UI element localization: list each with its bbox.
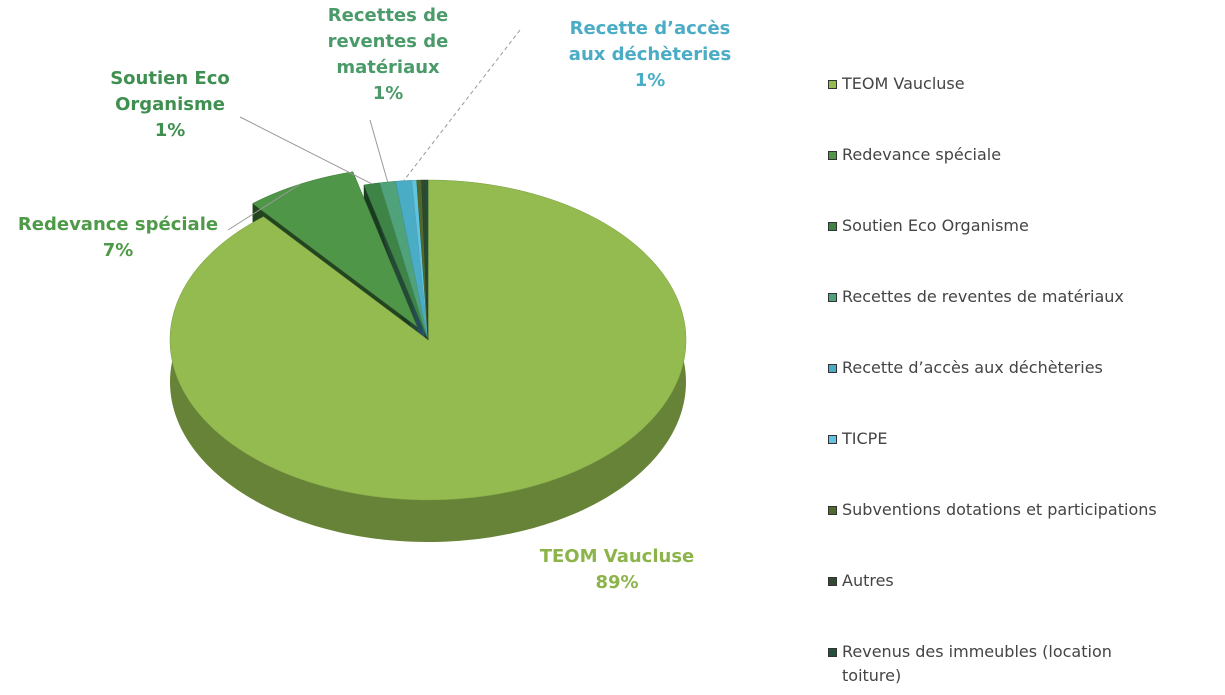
leader-line	[403, 29, 521, 182]
data-label-value: 7%	[102, 240, 134, 261]
legend-label: Recettes de reventes de matériaux	[842, 287, 1124, 306]
legend-swatch	[828, 293, 837, 302]
legend-swatch	[828, 364, 837, 373]
data-label: Recettes de reventes de matériaux 1%	[283, 3, 493, 107]
legend-label: Autres	[842, 571, 894, 590]
data-label-value: 1%	[372, 83, 404, 104]
legend-entry: TEOM Vaucluse	[828, 72, 965, 96]
legend-entry: TICPE	[828, 427, 887, 451]
legend-entry: Revenus des immeubles (location toiture)	[828, 640, 1172, 688]
leader-line	[227, 183, 301, 231]
legend-swatch	[828, 222, 837, 231]
data-label-name: Soutien Eco Organisme	[110, 68, 230, 115]
legend-label: Soutien Eco Organisme	[842, 216, 1029, 235]
legend-label: TEOM Vaucluse	[842, 74, 965, 93]
data-label-name: Recettes de reventes de matériaux	[327, 5, 449, 78]
data-label-value: 1%	[154, 120, 186, 141]
legend-label: Revenus des immeubles (location toiture)	[842, 642, 1112, 685]
legend-entry: Soutien Eco Organisme	[828, 214, 1029, 238]
legend-label: Subventions dotations et participations	[842, 500, 1157, 519]
data-label: Redevance spéciale 7%	[0, 212, 238, 264]
legend-swatch	[828, 151, 837, 160]
slice	[252, 171, 418, 328]
legend-entry: Subventions dotations et participations	[828, 498, 1157, 522]
leader-line	[239, 116, 372, 185]
legend-label: Redevance spéciale	[842, 145, 1002, 164]
slices	[169, 171, 687, 542]
legend-label: TICPE	[842, 429, 888, 448]
legend-entry: Redevance spéciale	[828, 143, 1001, 167]
legend-swatch	[828, 648, 837, 657]
legend-entry: Autres	[828, 569, 894, 593]
data-label-value: 1%	[634, 70, 666, 91]
data-label-value: 89%	[595, 572, 639, 593]
data-label-name: TEOM Vaucluse	[539, 546, 695, 567]
data-label: TEOM Vaucluse 89%	[497, 544, 737, 596]
legend-swatch	[828, 506, 837, 515]
data-label: Soutien Eco Organisme 1%	[95, 66, 245, 144]
data-label-name: Redevance spéciale	[17, 214, 219, 235]
slice	[424, 179, 429, 341]
legend-entry: Recettes de reventes de matériaux	[828, 285, 1124, 309]
data-label: Recette d’accès aux déchèteries 1%	[550, 16, 750, 94]
legend-entry: Recette d’accès aux déchèteries	[828, 356, 1103, 380]
legend-label: Recette d’accès aux déchèteries	[842, 358, 1103, 377]
data-label-name: Recette d’accès aux déchèteries	[568, 18, 732, 65]
legend-swatch	[828, 435, 837, 444]
legend-swatch	[828, 80, 837, 89]
legend-swatch	[828, 577, 837, 586]
leader-line	[369, 119, 389, 183]
